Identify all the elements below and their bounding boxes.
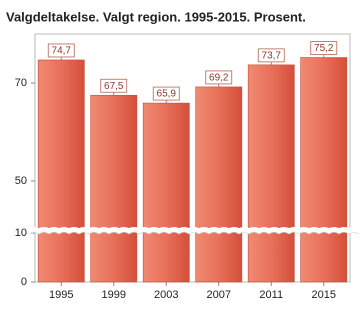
y-tick-label: 70 (15, 77, 27, 89)
x-tick-label: 1999 (102, 289, 126, 301)
x-tick-label: 2007 (207, 289, 231, 301)
bar (247, 64, 295, 283)
y-tick-label: 10 (15, 227, 27, 239)
value-label: 69,2 (209, 73, 229, 84)
value-label: 75,2 (314, 43, 334, 54)
axis-break-edge (28, 232, 360, 235)
value-label: 73,7 (262, 51, 282, 62)
bar (300, 57, 348, 283)
value-label: 74,7 (52, 46, 72, 57)
bar (195, 86, 243, 283)
chart-title: Valgdeltakelse. Valgt region. 1995-2015.… (6, 9, 306, 24)
bar (142, 102, 190, 283)
value-label: 65,9 (157, 89, 177, 100)
bar (37, 59, 85, 283)
axis-break (27, 227, 361, 234)
x-tick-label: 2003 (154, 289, 178, 301)
plot-frame (34, 33, 351, 283)
bar (90, 94, 138, 283)
y-tick-label: 50 (15, 175, 27, 187)
y-tick-label: 0 (21, 276, 27, 288)
x-tick-label: 2015 (312, 289, 336, 301)
x-tick-label: 2011 (259, 289, 283, 301)
value-label: 67,5 (104, 81, 124, 92)
x-tick-label: 1995 (49, 289, 73, 301)
